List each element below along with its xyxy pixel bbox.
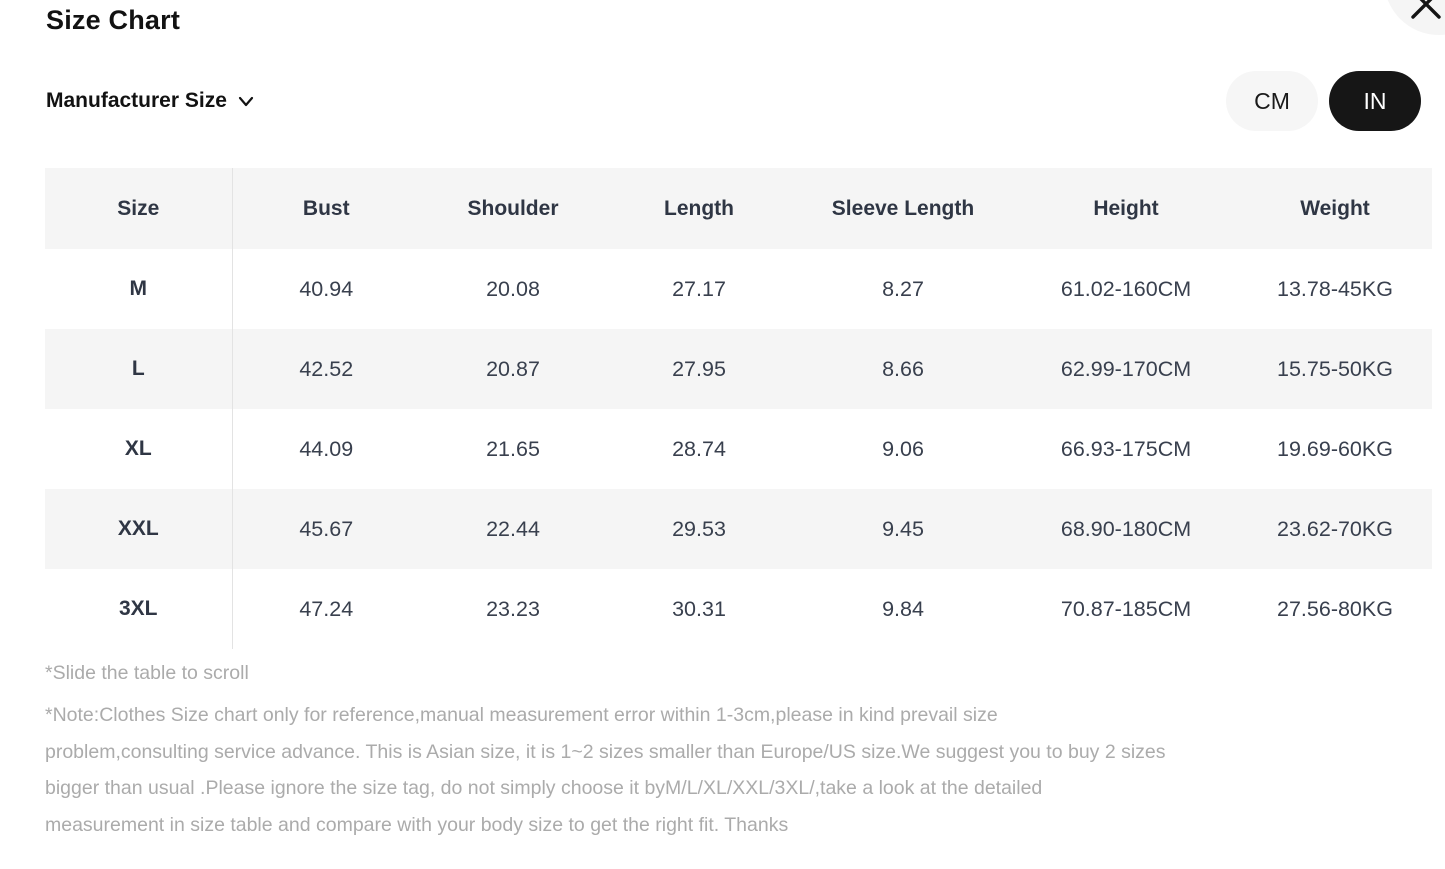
table-cell: 62.99-170CM [1060,356,1192,381]
table-cell: XL [45,409,233,489]
size-note: *Note:Clothes Size chart only for refere… [45,704,1166,836]
table-cell: 70.87-185CM [1060,596,1192,621]
table-cell: 45.67 [299,516,354,541]
table-cell: 20.08 [486,276,540,301]
table-cell: 19.69-60KG [1277,436,1393,461]
controls-row: Manufacturer Size CM IN [46,71,1421,131]
table-row: 3XL 47.24 23.23 30.31 9.84 70.87-185CM 27.56-8… [45,569,1432,649]
table-row: XL 44.09 21.65 28.74 9.06 66.93-175CM 19.69-60… [45,409,1432,489]
unit-in-button[interactable]: IN [1329,71,1421,131]
table-cell: XXL [45,489,233,569]
table-cell: 8.27 [882,276,924,301]
close-button[interactable] [1375,0,1445,40]
table-cell: 21.65 [486,436,540,461]
unit-toggle: CM IN [1226,71,1421,131]
table-cell: 61.02-160CM [1060,276,1192,301]
table-cell: 9.84 [882,596,924,621]
table-cell: 66.93-175CM [1060,436,1192,461]
table-cell: 22.44 [486,516,540,541]
table-cell: 27.17 [672,276,726,301]
table-cell: 27.56-80KG [1277,596,1393,621]
size-table-header: Size Bust Shoulder Length Sleeve Length Heigh… [45,168,1432,249]
table-cell: 42.52 [299,356,354,381]
table-cell: 28.74 [672,436,726,461]
chevron-down-icon [238,96,253,106]
table-cell: 13.78-45KG [1277,276,1393,301]
table-row: L 42.52 20.87 27.95 8.66 62.99-170CM 15.75-50K… [45,329,1432,409]
close-icon [1411,0,1441,19]
column-header: Length [664,196,734,220]
table-cell: 47.24 [299,596,354,621]
column-header: Bust [302,196,350,220]
size-table: Size Bust Shoulder Length Sleeve Length Heigh… [45,168,1433,649]
table-cell: 68.90-180CM [1060,516,1192,541]
table-cell: 23.23 [486,596,540,621]
table-row: XXL 45.67 22.44 29.53 9.45 68.90-180CM 23.62-7… [45,489,1432,569]
table-cell: 40.94 [299,276,354,301]
table-cell: 23.62-70KG [1277,516,1393,541]
table-cell: 9.45 [882,516,924,541]
column-header: Weight [1300,196,1370,220]
notes-section: *Slide the table to scroll *Note:Clothes… [45,658,1407,843]
table-cell: M [45,249,233,329]
header-row: Size Bust Shoulder Length Sleeve Length Heigh… [45,168,1432,249]
table-cell: 20.87 [486,356,540,381]
size-table-body: M 40.94 20.08 27.17 8.27 61.02-160CM 13.78-45K… [45,249,1432,649]
column-header: Sleeve Length [831,196,975,220]
table-row: M 40.94 20.08 27.17 8.27 61.02-160CM 13.78-45K… [45,249,1432,329]
table-cell: 3XL [45,569,233,649]
size-standard-label: Manufacturer Size [46,89,227,112]
column-header: Size [45,168,233,249]
table-cell: 8.66 [882,356,924,381]
size-standard-dropdown[interactable]: Manufacturer Size [46,89,254,113]
column-header: Height [1093,196,1159,220]
table-cell: 15.75-50KG [1277,356,1393,381]
table-cell: 44.09 [299,436,354,461]
unit-cm-button[interactable]: CM [1226,71,1318,131]
table-cell: L [45,329,233,409]
table-cell: 29.53 [672,516,726,541]
slide-hint: *Slide the table to scroll [45,662,249,684]
table-cell: 27.95 [672,356,726,381]
column-header: Shoulder [467,196,559,220]
table-cell: 30.31 [672,596,726,621]
page-title: Size Chart [46,5,181,35]
table-cell: 9.06 [882,436,924,461]
